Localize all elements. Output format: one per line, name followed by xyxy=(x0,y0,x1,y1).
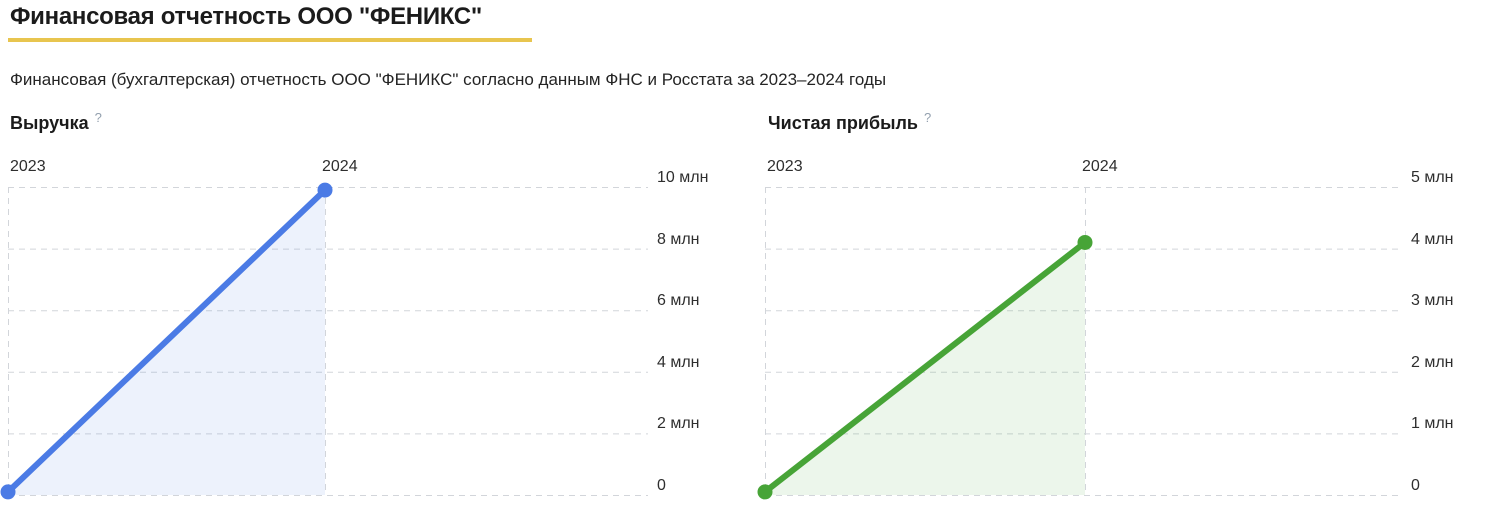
data-point[interactable] xyxy=(1077,234,1093,250)
data-line xyxy=(762,239,1088,495)
x-axis-label: 2024 xyxy=(1082,158,1118,175)
page-title: Финансовая отчетность ООО "ФЕНИКС" xyxy=(10,3,482,30)
y-axis-label: 0 xyxy=(1411,477,1420,494)
y-axis-label: 4 млн xyxy=(657,353,700,371)
net-profit-chart-title-label: Чистая прибыль xyxy=(768,113,918,133)
help-icon[interactable]: ? xyxy=(923,110,932,125)
y-axis-label: 2 млн xyxy=(1411,353,1454,371)
y-axis-label: 3 млн xyxy=(1411,292,1454,310)
net-profit-chart: 2023 2024 0 1 млн 2 млн 3 млн 4 млн 5 млн xyxy=(757,158,1482,508)
help-icon[interactable]: ? xyxy=(94,110,102,125)
chart-plot-area xyxy=(757,187,1402,500)
y-axis-label: 10 млн xyxy=(657,169,709,186)
y-axis-label: 4 млн xyxy=(1411,230,1454,248)
y-axis-label: 6 млн xyxy=(657,292,700,310)
y-axis-label: 2 млн xyxy=(657,415,700,433)
y-axis-label: 5 млн xyxy=(1411,169,1454,186)
x-axis-label: 2024 xyxy=(322,158,358,175)
page-subtitle: Финансовая (бухгалтерская) отчетность ОО… xyxy=(10,70,887,89)
x-axis-label: 2023 xyxy=(10,158,46,175)
revenue-chart-title: Выручка? xyxy=(10,110,102,134)
data-point[interactable] xyxy=(317,182,333,198)
revenue-chart: 2023 2024 0 2 млн 4 млн 6 млн 8 млн 10 млн xyxy=(0,158,728,508)
x-axis-label: 2023 xyxy=(767,158,803,175)
y-axis-label: 0 xyxy=(657,477,666,494)
chart-plot-area xyxy=(0,182,648,500)
data-point[interactable] xyxy=(0,484,16,500)
y-axis-label: 1 млн xyxy=(1411,415,1454,433)
net-profit-chart-title: Чистая прибыль? xyxy=(768,110,932,134)
title-underline-divider xyxy=(8,38,532,42)
data-line xyxy=(5,187,328,495)
revenue-chart-title-label: Выручка xyxy=(10,113,89,133)
y-axis-label: 8 млн xyxy=(657,230,700,248)
data-point[interactable] xyxy=(757,484,773,500)
